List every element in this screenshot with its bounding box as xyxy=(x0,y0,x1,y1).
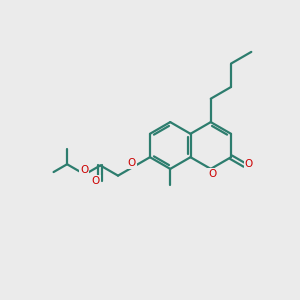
Text: O: O xyxy=(128,158,136,168)
Text: O: O xyxy=(80,165,88,175)
Text: O: O xyxy=(244,159,253,170)
Text: O: O xyxy=(208,169,216,179)
Text: O: O xyxy=(92,176,100,186)
